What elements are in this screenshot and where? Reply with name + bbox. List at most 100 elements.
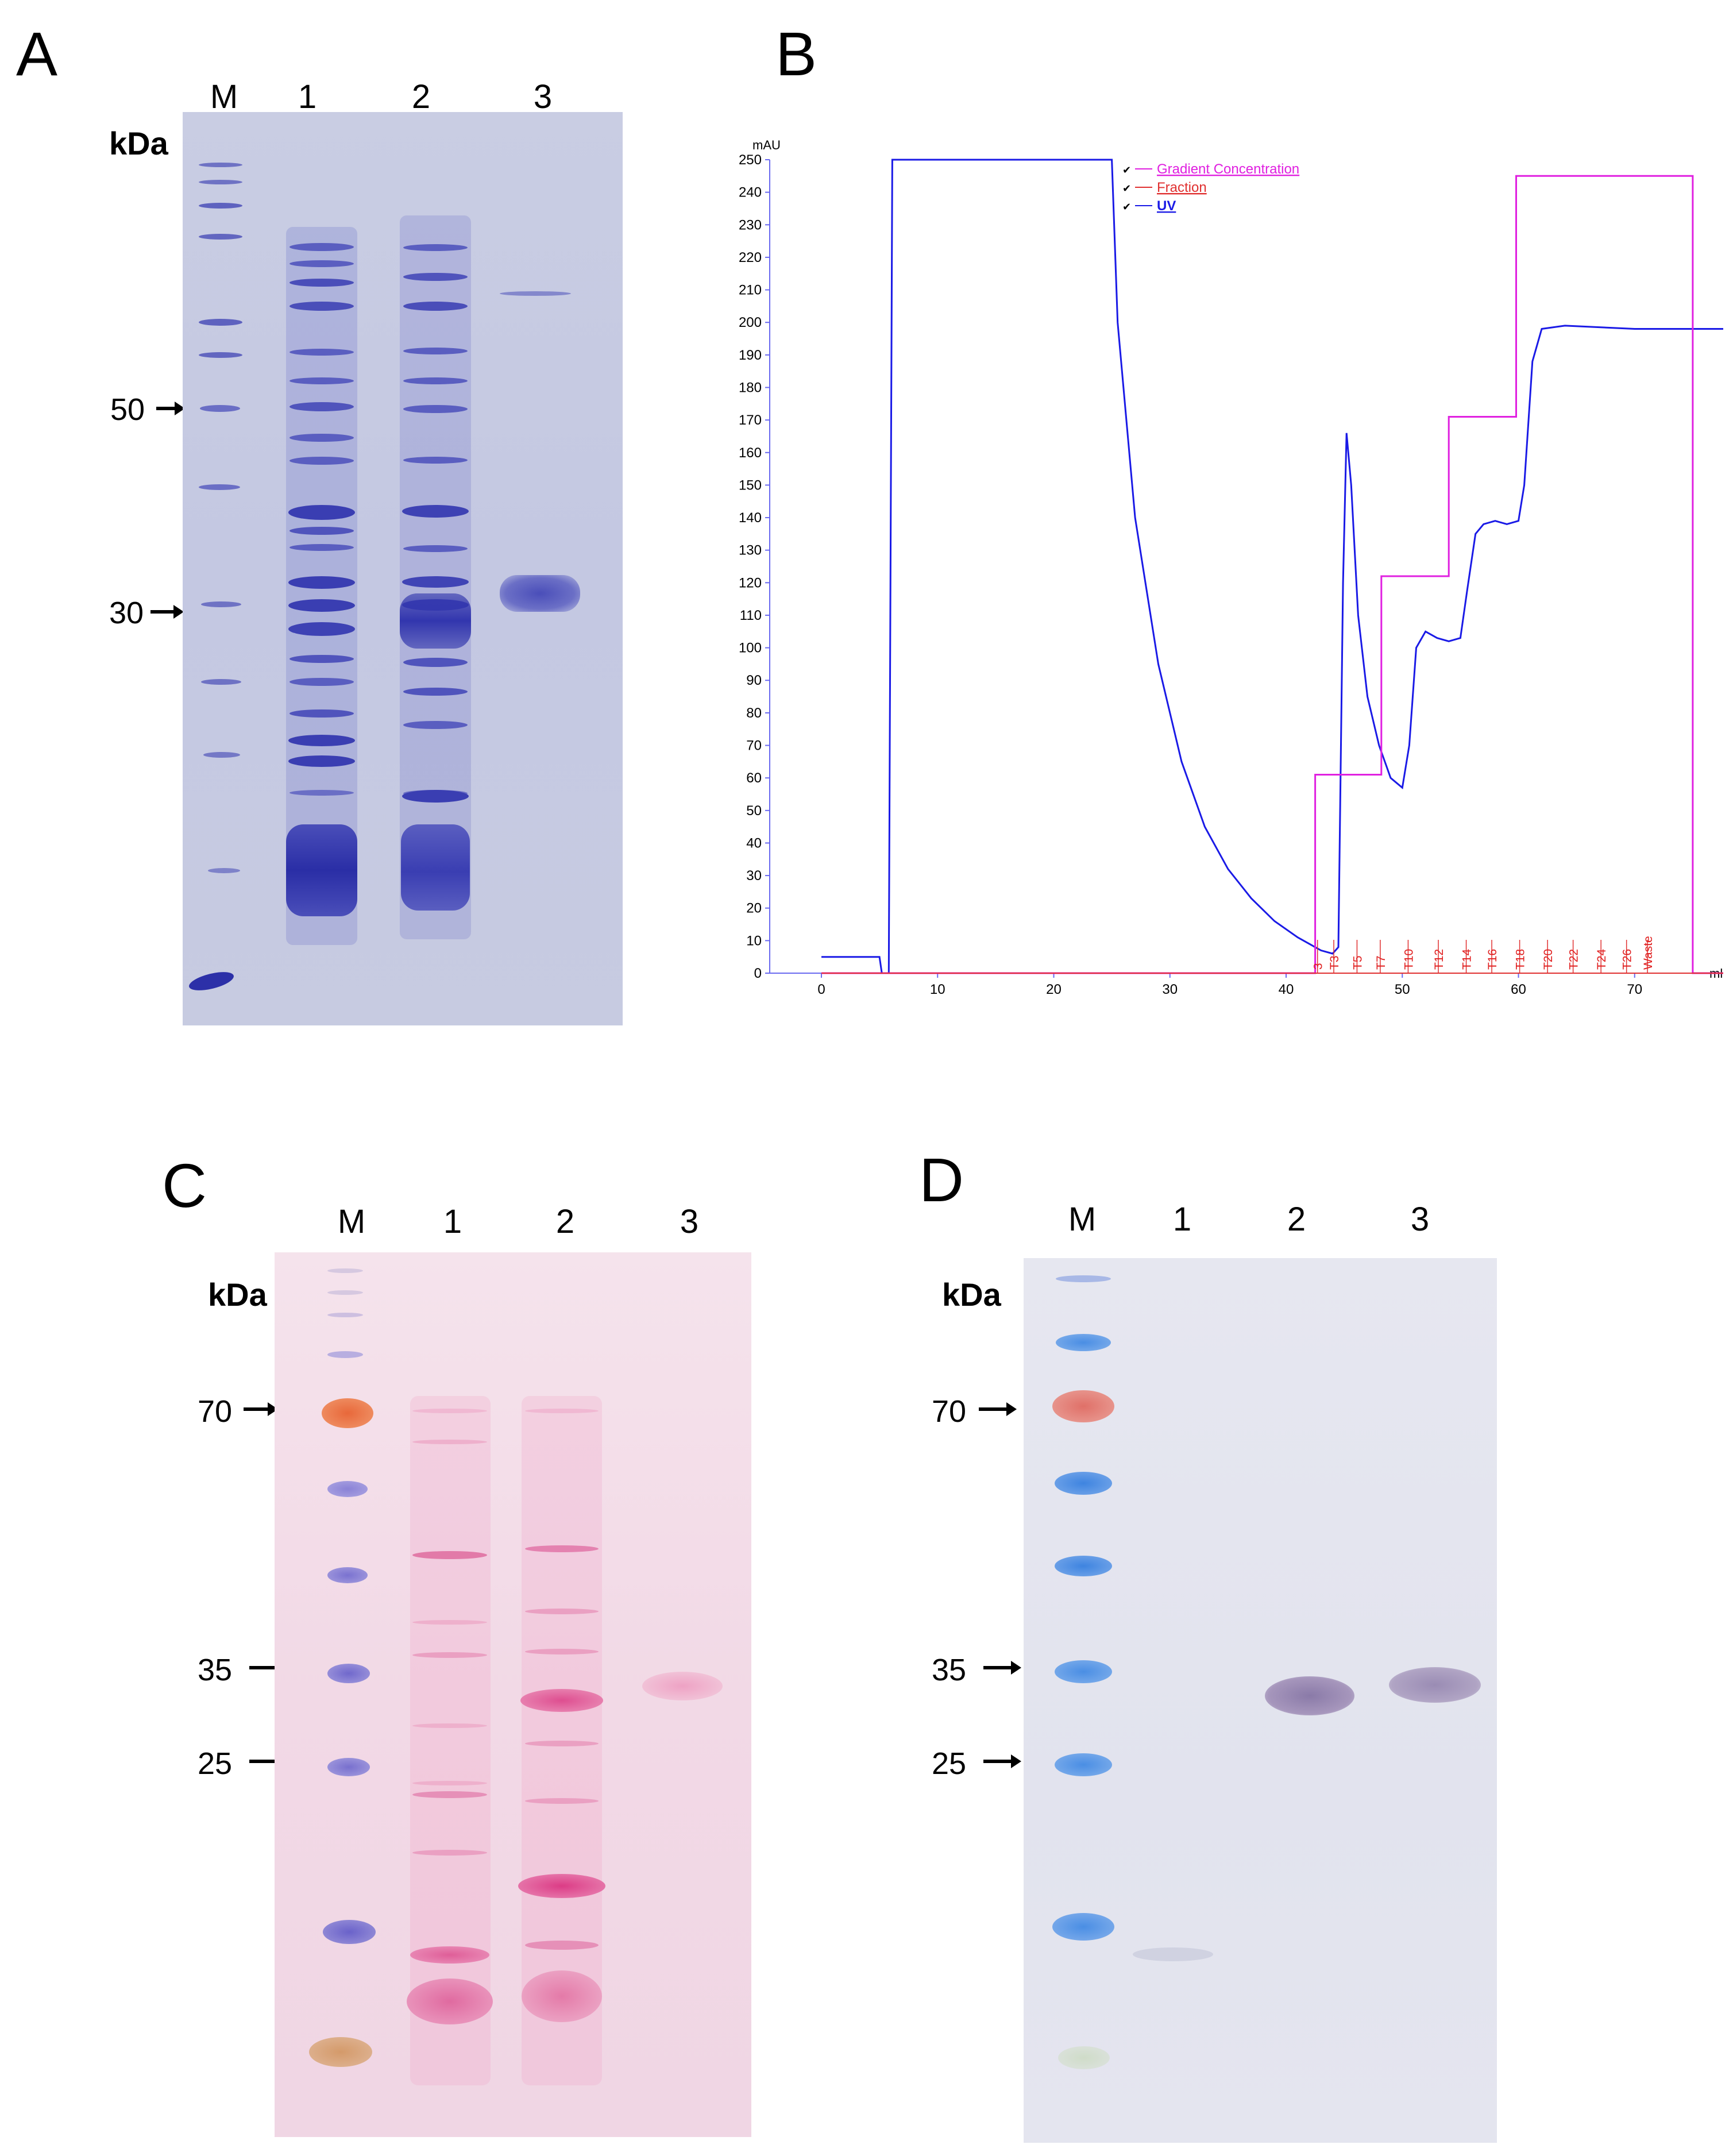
x-tick-label: 60 (1511, 982, 1526, 997)
lane-band (412, 1781, 487, 1785)
lane-band (290, 527, 354, 535)
lane-band (525, 1941, 599, 1950)
lane-label-3: 3 (533, 78, 553, 115)
y-tick-label: 50 (746, 803, 762, 819)
y-tick-label: 240 (739, 185, 762, 200)
lane-band (525, 1741, 599, 1746)
y-tick-label: 40 (746, 835, 762, 851)
ladder-band (199, 163, 242, 167)
panel-label-a: A (16, 19, 58, 88)
panel-label-b: B (775, 19, 817, 88)
fraction-label: Waste (1642, 936, 1655, 970)
lane-band (288, 755, 355, 767)
lane-band (518, 1874, 605, 1898)
ladder-band (199, 484, 240, 490)
fraction-label: T5 (1351, 955, 1364, 970)
lane-band (403, 658, 468, 667)
lane-band (412, 1620, 487, 1625)
y-tick-label: 70 (746, 738, 762, 754)
y-tick-label: 220 (739, 250, 762, 265)
ladder-band (187, 968, 236, 994)
lane-band (522, 1970, 602, 2022)
lane-band (402, 790, 469, 803)
lane-band (290, 709, 354, 718)
marker-label-70: 70 (198, 1394, 233, 1429)
marker-label-25: 25 (932, 1746, 967, 1781)
lane-band (403, 244, 468, 251)
ladder-band (1056, 1275, 1111, 1282)
lane-band (402, 576, 469, 588)
lane-band (525, 1649, 599, 1654)
lane-band (290, 402, 354, 411)
lane-band (288, 599, 355, 612)
lane-band (290, 655, 354, 663)
ladder-band (1055, 1660, 1112, 1683)
lane-band (288, 505, 355, 520)
x-tick-label: 10 (930, 982, 945, 997)
legend-label: Fraction (1157, 180, 1207, 195)
lane-band (403, 302, 468, 311)
lane-band (286, 824, 357, 916)
lane-band (400, 593, 471, 649)
lane-band (288, 735, 355, 746)
fraction-label: T3 (1328, 955, 1341, 970)
ladder-band (1058, 2046, 1110, 2069)
lane-label-1: 1 (298, 78, 317, 115)
ponceau-stained-membrane (275, 1252, 751, 2137)
lane-label-2: 2 (1287, 1201, 1306, 1238)
marker-label-35: 35 (198, 1653, 233, 1687)
marker-arrow-icon (983, 1661, 1021, 1675)
legend-label: UV (1157, 198, 1176, 214)
western-blot-membrane (1024, 1258, 1497, 2143)
lane-band (410, 1946, 489, 1964)
ladder-band (1056, 1334, 1111, 1351)
marker-label-30: 30 (109, 596, 144, 630)
lane-band (403, 721, 468, 729)
y-tick-label: 90 (746, 673, 762, 688)
ladder-band (327, 1664, 370, 1683)
lane-band (288, 576, 355, 589)
lane-band (403, 348, 468, 354)
x-tick-label: 40 (1279, 982, 1294, 997)
lane-band (403, 405, 468, 413)
ladder-band (203, 752, 240, 758)
lane-band (412, 1850, 487, 1856)
ladder-band (199, 203, 242, 209)
x-tick-label: 50 (1395, 982, 1410, 997)
ladder-band (327, 1290, 363, 1295)
y-tick-label: 170 (739, 412, 762, 428)
fraction-label: T20 (1542, 949, 1555, 970)
marker-label-50: 50 (110, 392, 145, 427)
y-tick-label: 30 (746, 868, 762, 884)
y-tick-label: 110 (740, 608, 762, 623)
ladder-band (200, 405, 240, 412)
kda-label: kDa (208, 1276, 267, 1313)
lane-label-1: 1 (443, 1203, 462, 1240)
y-tick-label: 80 (746, 705, 762, 721)
lane-band (290, 457, 354, 465)
marker-arrow-icon (983, 1754, 1021, 1768)
kda-label: kDa (942, 1276, 1001, 1313)
y-tick-label: 150 (739, 477, 762, 493)
lane-band (403, 457, 468, 464)
lane-band (290, 377, 354, 384)
ladder-band (327, 1313, 363, 1317)
marker-label-35: 35 (932, 1653, 967, 1687)
lane-band (401, 824, 470, 911)
lane-band (403, 377, 468, 384)
y-tick-label: 20 (746, 901, 762, 916)
marker-label-25: 25 (198, 1746, 233, 1781)
lane-band (290, 349, 354, 356)
marker-arrow-icon (156, 402, 185, 415)
ladder-band (327, 1351, 363, 1358)
ladder-band (327, 1268, 363, 1273)
x-tick-label: 0 (817, 982, 825, 997)
fraction-label: T16 (1486, 949, 1499, 970)
marker-arrow-icon (150, 605, 184, 619)
lane-label-1: 1 (1172, 1201, 1192, 1238)
series-line-gradient-concentration (821, 175, 1723, 974)
lane-band (520, 1689, 603, 1712)
ladder-band (1055, 1753, 1112, 1776)
lane-band (290, 302, 354, 311)
series-line-uv (821, 159, 1723, 974)
